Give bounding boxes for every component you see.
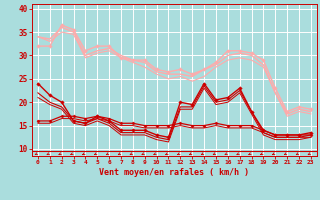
X-axis label: Vent moyen/en rafales ( km/h ): Vent moyen/en rafales ( km/h ) <box>100 168 249 177</box>
